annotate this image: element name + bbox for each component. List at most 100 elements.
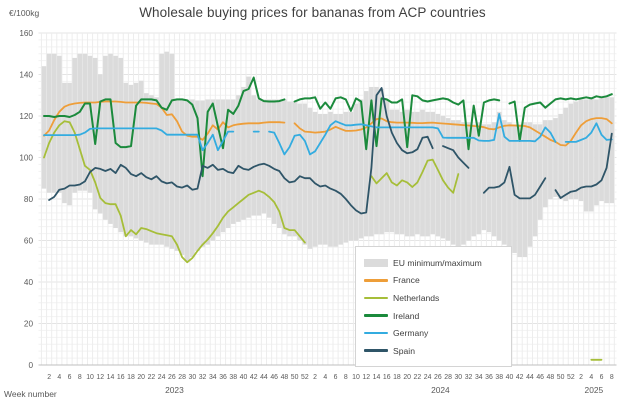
y-axis-tick-labels: 0 20 40 60 80 100 120 140 160 bbox=[19, 29, 33, 370]
svg-text:28: 28 bbox=[444, 374, 452, 381]
svg-text:28: 28 bbox=[178, 374, 186, 381]
svg-text:36: 36 bbox=[485, 374, 493, 381]
legend-label: Germany bbox=[393, 328, 429, 339]
svg-text:46: 46 bbox=[536, 374, 544, 381]
svg-text:22: 22 bbox=[414, 374, 422, 381]
legend-item-france: France bbox=[364, 272, 503, 290]
svg-text:20: 20 bbox=[137, 374, 145, 381]
svg-text:48: 48 bbox=[281, 374, 289, 381]
year-label-2025: 2025 bbox=[585, 385, 604, 395]
svg-text:44: 44 bbox=[526, 374, 534, 381]
series-line-germany bbox=[43, 113, 613, 156]
svg-text:4: 4 bbox=[589, 374, 593, 381]
svg-text:30: 30 bbox=[188, 374, 196, 381]
svg-text:10: 10 bbox=[86, 374, 94, 381]
eu-minmax-band-swatch bbox=[364, 258, 388, 267]
svg-text:40: 40 bbox=[24, 278, 34, 287]
svg-text:38: 38 bbox=[495, 374, 503, 381]
legend-label: France bbox=[393, 275, 420, 286]
chart-legend: EU minimum/maximum France Netherlands Ir… bbox=[355, 246, 512, 367]
series-line-spain bbox=[48, 87, 613, 215]
svg-text:4: 4 bbox=[323, 374, 327, 381]
spain-line-swatch bbox=[364, 349, 388, 353]
svg-text:32: 32 bbox=[199, 374, 207, 381]
svg-text:52: 52 bbox=[301, 374, 309, 381]
svg-text:6: 6 bbox=[68, 374, 72, 381]
svg-text:14: 14 bbox=[107, 374, 115, 381]
svg-text:34: 34 bbox=[209, 374, 217, 381]
svg-text:2: 2 bbox=[47, 374, 51, 381]
svg-text:42: 42 bbox=[516, 374, 524, 381]
svg-text:160: 160 bbox=[19, 29, 33, 38]
germany-line-swatch bbox=[364, 331, 388, 335]
legend-label: Netherlands bbox=[393, 292, 440, 303]
svg-text:36: 36 bbox=[219, 374, 227, 381]
netherlands-line-swatch bbox=[364, 296, 388, 300]
svg-text:8: 8 bbox=[78, 374, 82, 381]
svg-text:34: 34 bbox=[475, 374, 483, 381]
svg-text:16: 16 bbox=[383, 374, 391, 381]
svg-text:6: 6 bbox=[600, 374, 604, 381]
svg-text:20: 20 bbox=[403, 374, 411, 381]
legend-item-eu-minmax: EU minimum/maximum bbox=[364, 254, 503, 272]
svg-text:18: 18 bbox=[393, 374, 401, 381]
svg-text:14: 14 bbox=[373, 374, 381, 381]
svg-text:18: 18 bbox=[127, 374, 135, 381]
ireland-line-swatch bbox=[364, 314, 388, 317]
series-line-france bbox=[43, 100, 613, 147]
svg-text:50: 50 bbox=[557, 374, 565, 381]
svg-text:10: 10 bbox=[352, 374, 360, 381]
svg-text:40: 40 bbox=[240, 374, 248, 381]
legend-item-netherlands: Netherlands bbox=[364, 289, 503, 307]
svg-text:26: 26 bbox=[168, 374, 176, 381]
legend-item-ireland: Ireland bbox=[364, 307, 503, 325]
france-line-swatch bbox=[364, 279, 388, 282]
svg-text:2: 2 bbox=[313, 374, 317, 381]
svg-text:0: 0 bbox=[28, 361, 33, 370]
svg-text:100: 100 bbox=[19, 153, 33, 162]
legend-item-spain: Spain bbox=[364, 342, 503, 360]
series-line-netherlands bbox=[43, 120, 603, 361]
legend-label: Ireland bbox=[393, 310, 420, 321]
x-axis-tick-labels: 2 4 6 8 10 12 14 16 18 20 22 24 26 28 30 32 34 36 38 40 42 44… bbox=[47, 374, 614, 395]
chart-title: Wholesale buying prices for bananas from… bbox=[139, 5, 486, 20]
svg-text:60: 60 bbox=[24, 236, 34, 245]
svg-text:20: 20 bbox=[24, 319, 34, 328]
svg-text:52: 52 bbox=[567, 374, 575, 381]
legend-label: EU minimum/maximum bbox=[393, 257, 482, 268]
svg-text:12: 12 bbox=[96, 374, 104, 381]
svg-text:32: 32 bbox=[465, 374, 473, 381]
series-line-ireland bbox=[43, 76, 613, 178]
svg-text:8: 8 bbox=[344, 374, 348, 381]
year-label-2024: 2024 bbox=[431, 385, 450, 395]
svg-text:50: 50 bbox=[291, 374, 299, 381]
x-axis-title: Week number bbox=[4, 389, 57, 399]
svg-text:38: 38 bbox=[229, 374, 237, 381]
svg-text:12: 12 bbox=[362, 374, 370, 381]
year-label-2023: 2023 bbox=[165, 385, 184, 395]
svg-text:80: 80 bbox=[24, 195, 34, 204]
svg-text:44: 44 bbox=[260, 374, 268, 381]
svg-text:30: 30 bbox=[454, 374, 462, 381]
legend-item-germany: Germany bbox=[364, 324, 503, 342]
svg-text:24: 24 bbox=[158, 374, 166, 381]
svg-text:24: 24 bbox=[424, 374, 432, 381]
svg-text:22: 22 bbox=[148, 374, 156, 381]
eu-minmax-band bbox=[41, 51, 615, 262]
svg-text:140: 140 bbox=[19, 70, 33, 79]
y-axis-unit-label: €/100kg bbox=[9, 8, 40, 18]
svg-text:16: 16 bbox=[117, 374, 125, 381]
svg-text:40: 40 bbox=[506, 374, 514, 381]
svg-text:4: 4 bbox=[57, 374, 61, 381]
svg-text:48: 48 bbox=[547, 374, 555, 381]
legend-label: Spain bbox=[393, 345, 415, 356]
svg-text:120: 120 bbox=[19, 112, 33, 121]
svg-text:42: 42 bbox=[250, 374, 258, 381]
svg-text:8: 8 bbox=[610, 374, 614, 381]
svg-text:2: 2 bbox=[579, 374, 583, 381]
svg-text:26: 26 bbox=[434, 374, 442, 381]
svg-text:6: 6 bbox=[334, 374, 338, 381]
svg-text:46: 46 bbox=[270, 374, 278, 381]
